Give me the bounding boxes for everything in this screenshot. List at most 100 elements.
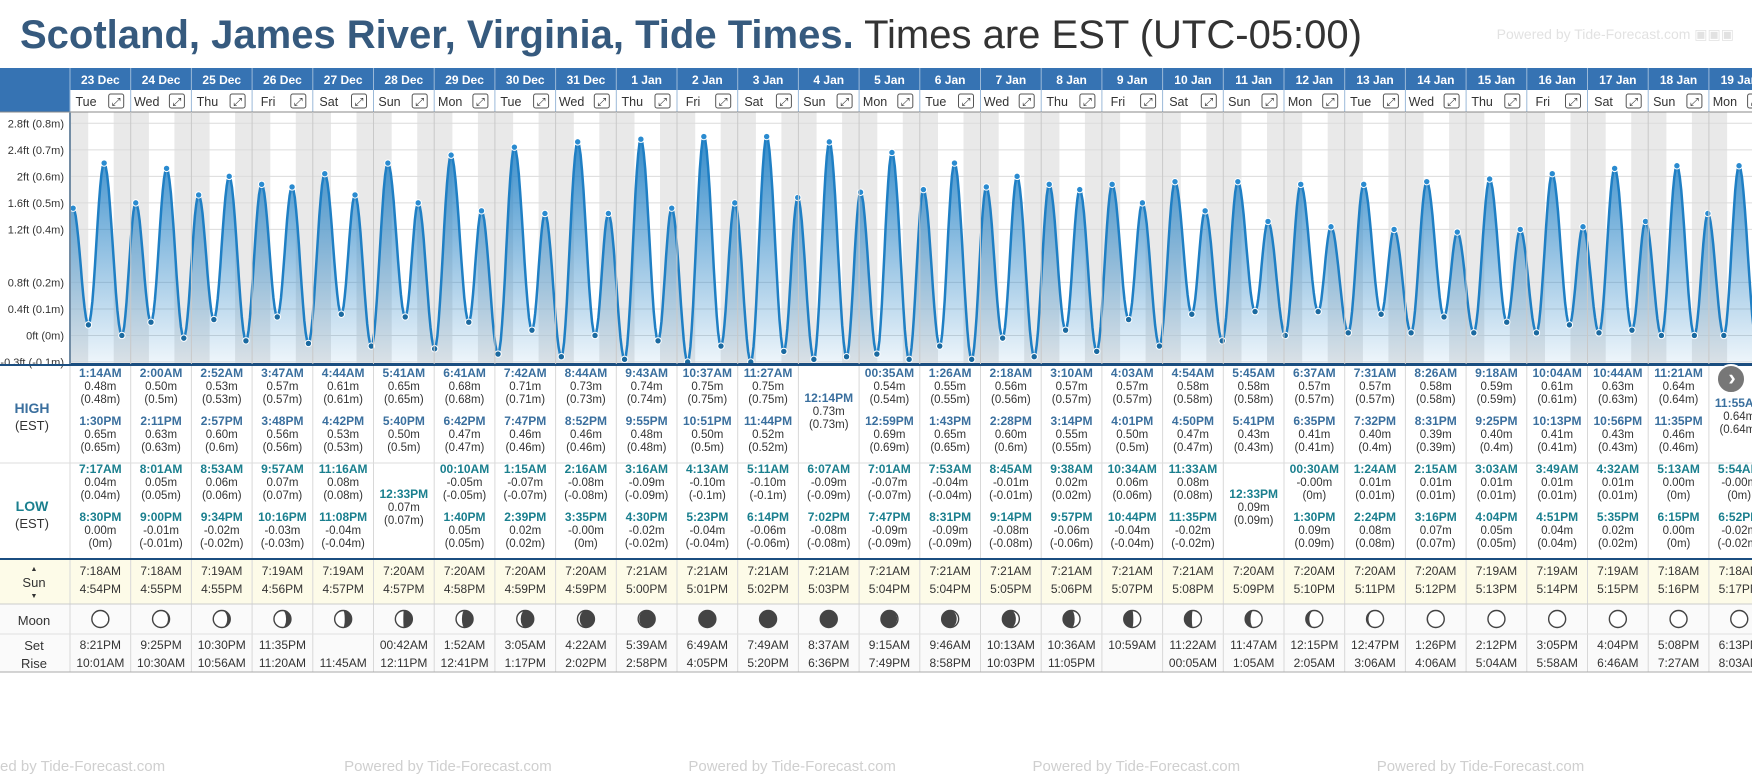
- expand-day-button[interactable]: [533, 93, 550, 109]
- high-tide-height-alt: (0.61m): [1537, 394, 1577, 406]
- sunset-time: 5:08PM: [1172, 582, 1213, 596]
- high-tide-point: [1045, 180, 1053, 189]
- low-tide-height: -0.00m: [568, 525, 604, 537]
- low-tide-time: 00:30AM: [1290, 462, 1339, 476]
- moonset-label: Set: [24, 638, 44, 653]
- expand-day-button[interactable]: [1018, 93, 1035, 109]
- expand-day-button[interactable]: [958, 93, 974, 109]
- expand-day-button[interactable]: [351, 93, 367, 109]
- scroll-next-button[interactable]: [1716, 364, 1746, 394]
- moonset-time: 12:15PM: [1290, 638, 1338, 652]
- high-tide-point: [288, 183, 296, 191]
- low-tide-height-alt: (-0.01m): [989, 490, 1033, 502]
- expand-day-button[interactable]: [715, 93, 732, 109]
- expand-day-button[interactable]: [654, 93, 671, 109]
- expand-day-button[interactable]: [1140, 93, 1157, 109]
- high-tide-height-alt: (0.65m): [930, 442, 970, 454]
- expand-day-button[interactable]: [1747, 93, 1752, 109]
- high-tide-height: 0.57m: [1359, 381, 1391, 393]
- expand-day-button[interactable]: [1322, 93, 1339, 109]
- location-title: Scotland, James River, Virginia, Tide Ti…: [20, 13, 854, 57]
- low-tide-height: 0.02m: [1056, 477, 1088, 489]
- moonrise-time: 12:41PM: [441, 656, 489, 670]
- low-tide-height: -0.01m: [993, 477, 1029, 489]
- high-tide-time: 6:41AM: [443, 366, 486, 380]
- high-tide-height-alt: (0.4m): [1480, 442, 1513, 454]
- expand-day-button[interactable]: [1504, 93, 1521, 109]
- weekday-label: Thu: [622, 95, 644, 109]
- high-tide-height: 0.50m: [691, 429, 723, 441]
- high-tide-height-alt: (0.57m): [263, 394, 303, 406]
- high-tide-height-alt: (0.69m): [870, 442, 910, 454]
- low-tide-time: 12:33PM: [1229, 487, 1278, 501]
- low-tide-height: 0.01m: [1602, 477, 1634, 489]
- moonset-time: 5:08PM: [1658, 638, 1699, 652]
- expand-day-button[interactable]: [1261, 93, 1278, 109]
- sunset-time: 4:59PM: [565, 582, 606, 596]
- expand-day-button[interactable]: [411, 93, 428, 109]
- expand-day-button[interactable]: [1565, 93, 1581, 109]
- low-tide-height-alt: (0.09m): [1234, 515, 1274, 527]
- high-tide-time: 5:40PM: [383, 414, 425, 428]
- expand-day-button[interactable]: [472, 93, 489, 109]
- sunrise-time: 7:19AM: [322, 564, 363, 578]
- high-tide-point: [225, 172, 233, 181]
- high-tide-height-alt: (0.54m): [870, 394, 910, 406]
- weekday-label: Sat: [1594, 95, 1613, 109]
- sunrise-time: 7:19AM: [1597, 564, 1638, 578]
- low-tide-height-alt: (0.04m): [81, 490, 121, 502]
- expand-day-button[interactable]: [290, 93, 307, 109]
- expand-day-button[interactable]: [108, 93, 125, 109]
- low-tide-point: [873, 350, 881, 358]
- expand-day-button[interactable]: [836, 93, 853, 109]
- moonset-time: 9:25PM: [140, 638, 181, 652]
- high-tide-point: [1579, 223, 1587, 231]
- low-tide-height: -0.03m: [265, 525, 301, 537]
- low-tide-height: 0.02m: [1602, 525, 1634, 537]
- high-tide-point: [762, 132, 771, 141]
- moonrise-time: 7:49PM: [869, 656, 910, 670]
- low-tide-time: 4:04PM: [1475, 510, 1517, 524]
- weekday-label: Sun: [378, 95, 400, 109]
- expand-icon: ⤢: [597, 97, 606, 109]
- high-tide-point: [541, 209, 549, 218]
- expand-day-button[interactable]: [229, 93, 246, 109]
- sunset-time: 5:04PM: [929, 582, 970, 596]
- moonset-time: 11:35PM: [259, 638, 306, 652]
- weekday-label: Fri: [1111, 95, 1126, 109]
- expand-day-button[interactable]: [1382, 93, 1399, 109]
- high-tide-height-alt: (0.53m): [202, 394, 242, 406]
- high-tide-time: 11:27AM: [744, 366, 793, 380]
- low-tide-height: -0.04m: [932, 477, 968, 489]
- expand-day-button[interactable]: [897, 93, 914, 109]
- weekday-label: Tue: [500, 95, 521, 109]
- low-tide-height: -0.08m: [811, 525, 847, 537]
- expand-day-button[interactable]: [1079, 93, 1096, 109]
- low-tide-height: -0.09m: [872, 525, 908, 537]
- expand-day-button[interactable]: [1625, 93, 1642, 109]
- sunset-time: 4:57PM: [322, 582, 363, 596]
- high-tide-point: [856, 188, 865, 196]
- expand-day-button[interactable]: [168, 93, 185, 109]
- expand-day-button[interactable]: [593, 93, 610, 109]
- expand-icon: ⤢: [1690, 97, 1699, 109]
- weekday-label: Wed: [1409, 95, 1435, 109]
- high-tide-time: 12:14PM: [804, 391, 853, 405]
- expand-icon: ⤢: [1386, 97, 1395, 109]
- expand-day-button[interactable]: [1686, 93, 1703, 109]
- low-tide-height-alt: (0m): [574, 538, 598, 550]
- high-tide-height: 0.61m: [1541, 381, 1573, 393]
- low-tide-point: [1532, 329, 1541, 337]
- low-tide-height-alt: (0.05m): [141, 490, 181, 502]
- low-tide-point: [1124, 315, 1133, 324]
- expand-day-button[interactable]: [1443, 93, 1460, 109]
- high-tide-point: [1201, 207, 1209, 215]
- moon-shadow: [699, 610, 716, 628]
- sunrise-time: 7:18AM: [140, 564, 181, 578]
- low-tide-height-alt: (-0.06m): [1050, 538, 1094, 550]
- expand-day-button[interactable]: [1200, 93, 1217, 109]
- low-tide-point: [242, 337, 250, 345]
- expand-day-button[interactable]: [775, 93, 792, 109]
- expand-icon: ⤢: [294, 97, 303, 109]
- sunrise-time: 7:20AM: [565, 564, 606, 578]
